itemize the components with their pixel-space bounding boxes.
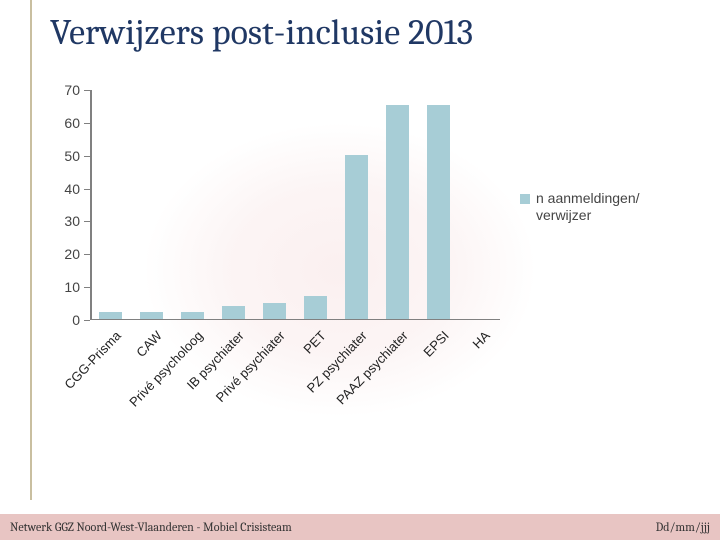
legend-swatch: [520, 194, 530, 204]
slide: Verwijzers post-inclusie 2013 0 10 20 30 40 5…: [0, 0, 720, 540]
footer-right: Dd/mm/jjj: [656, 520, 710, 534]
y-tick-label: 10: [40, 279, 80, 295]
y-tick-label: 50: [40, 148, 80, 164]
legend-label: n aanmeldingen/ verwijzer: [536, 190, 670, 224]
y-tick-label: 0: [40, 312, 80, 328]
chart: 010203040506070 CGG-PrismaCAWPrivé psych…: [40, 90, 680, 480]
y-tick: [84, 123, 90, 124]
legend: n aanmeldingen/ verwijzer: [520, 190, 670, 224]
y-tick: [84, 221, 90, 222]
y-tick-label: 30: [40, 213, 80, 229]
page-title: Verwijzers post-inclusie 2013: [50, 12, 690, 53]
bar: [99, 312, 122, 319]
y-tick: [84, 287, 90, 288]
y-tick-label: 60: [40, 115, 80, 131]
y-tick-label: 70: [40, 82, 80, 98]
y-tick: [84, 189, 90, 190]
footer: Netwerk GGZ Noord-West-Vlaanderen - Mobi…: [0, 514, 720, 540]
y-tick: [84, 254, 90, 255]
y-tick-label: 40: [40, 181, 80, 197]
y-tick-label: 20: [40, 246, 80, 262]
y-tick: [84, 156, 90, 157]
footer-left: Netwerk GGZ Noord-West-Vlaanderen - Mobi…: [10, 520, 292, 534]
y-tick: [84, 90, 90, 91]
y-tick: [84, 320, 90, 321]
